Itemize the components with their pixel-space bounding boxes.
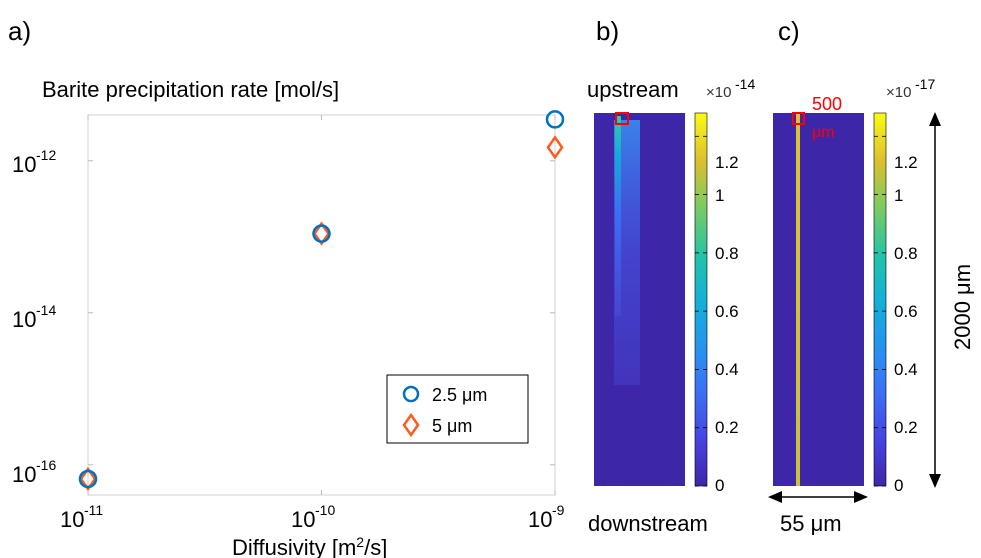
svg-text:0.6: 0.6	[715, 302, 739, 321]
colorbar-tick-label: 0.4	[894, 360, 918, 379]
legend-entry: 2.5 μm	[432, 385, 487, 405]
legend-entry: 5 μm	[432, 416, 472, 436]
colorbar-tick-label: 0.2	[715, 418, 739, 437]
svg-text:0: 0	[715, 476, 724, 495]
height-dimension-arrow	[929, 112, 941, 488]
svg-text:0.4: 0.4	[894, 360, 918, 379]
hotspot-marker	[615, 112, 629, 125]
svg-text:-16: -16	[36, 457, 56, 473]
width-label: 55 μm	[780, 511, 842, 536]
height-label: 2000 μm	[950, 264, 975, 350]
width-dimension-arrow	[768, 491, 868, 503]
svg-text:0.8: 0.8	[894, 244, 918, 263]
colorbar-tick-label: 0.8	[715, 244, 739, 263]
x-tick-label: 10 -11	[60, 502, 103, 532]
downstream-label: downstream	[588, 511, 708, 536]
x-tick-label: 10 -10	[291, 502, 335, 532]
colorbar-tick-label: 1	[715, 186, 724, 205]
svg-text:0.4: 0.4	[715, 360, 739, 379]
svg-text:10: 10	[12, 152, 36, 177]
svg-text:1.2: 1.2	[715, 153, 739, 172]
legend: 2.5 μm 5 μm	[386, 374, 529, 444]
panel-label-b: b)	[596, 16, 619, 46]
svg-text:10: 10	[12, 307, 36, 332]
svg-text:-11: -11	[84, 502, 103, 518]
svg-text:0.2: 0.2	[715, 418, 739, 437]
x-tick-label: 10 -9	[528, 502, 565, 532]
svg-text:1: 1	[715, 186, 724, 205]
svg-text:-10: -10	[315, 502, 335, 518]
colorbar-tick-label: 1.2	[894, 153, 918, 172]
y-tick-label: 10 -14	[12, 302, 56, 332]
svg-text:10: 10	[60, 507, 84, 532]
x-axis-label: Diffusivity [m2/s]	[232, 534, 387, 558]
colorbar-tick-label: 0.2	[894, 418, 918, 437]
panel-label-c: c)	[778, 16, 800, 46]
colorbar-tick-label: 0.8	[894, 244, 918, 263]
colorbar-multiplier-c: ×10 -17	[886, 76, 935, 101]
colorbar-tick-label: 0.4	[715, 360, 739, 379]
data-point-diamond	[312, 221, 331, 246]
colorbar-tick-label: 0.6	[715, 302, 739, 321]
y-tick-label: 10 -16	[12, 457, 56, 487]
data-point-diamond	[546, 135, 564, 160]
svg-text:10: 10	[12, 462, 36, 487]
svg-text:×10: ×10	[886, 84, 911, 101]
colorbar-multiplier-b: ×10 -14	[706, 76, 755, 101]
svg-text:0.6: 0.6	[894, 302, 918, 321]
svg-text:0.2: 0.2	[894, 418, 918, 437]
svg-text:0.8: 0.8	[715, 244, 739, 263]
data-markers	[78, 110, 565, 492]
y-tick-label: 10 -12	[12, 147, 56, 177]
svg-text:-14: -14	[735, 76, 755, 92]
colorbar-ticks-c	[874, 135, 886, 487]
colorbar-tick-label: 0	[715, 476, 724, 495]
svg-text:-17: -17	[915, 76, 935, 92]
svg-text:10: 10	[528, 507, 552, 532]
data-point-diamond	[79, 466, 97, 492]
svg-text:1: 1	[894, 186, 903, 205]
data-point-circle	[312, 224, 331, 243]
chart-title: Barite precipitation rate [mol/s]	[42, 77, 339, 102]
svg-text:-14: -14	[36, 302, 56, 318]
concentration-streak	[615, 116, 621, 316]
panel-label-a: a)	[8, 16, 31, 46]
colorbar-tick-label: 0	[894, 476, 903, 495]
position-label: 500	[812, 94, 842, 114]
data-point-circle	[545, 110, 565, 129]
data-point-circle	[78, 469, 98, 489]
colorbar-ticks-b	[695, 135, 707, 487]
colorbar-b	[694, 112, 708, 487]
upstream-label: upstream	[587, 77, 679, 102]
svg-text:1.2: 1.2	[894, 153, 918, 172]
heatmap-field-c	[773, 113, 864, 486]
legend-diamond-icon	[402, 412, 420, 438]
colorbar-tick-label: 1	[894, 186, 903, 205]
svg-text:-9: -9	[552, 502, 565, 518]
svg-text:10: 10	[291, 507, 315, 532]
colorbar-tick-label: 0.6	[894, 302, 918, 321]
concentration-line	[796, 113, 800, 486]
svg-text:0: 0	[894, 476, 903, 495]
svg-text:-12: -12	[36, 147, 56, 163]
hotspot-marker	[792, 112, 805, 125]
legend-circle-icon	[402, 385, 420, 403]
colorbar-c	[873, 112, 887, 487]
position-unit-label: μm	[812, 124, 835, 141]
svg-text:×10: ×10	[706, 84, 731, 101]
colorbar-tick-label: 1.2	[715, 153, 739, 172]
